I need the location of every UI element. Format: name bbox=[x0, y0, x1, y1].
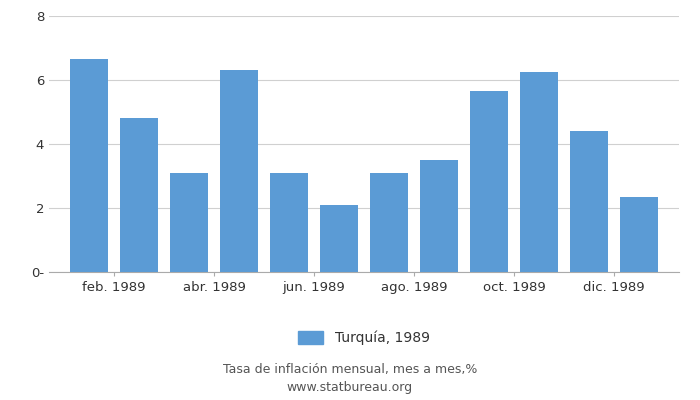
Bar bbox=[220, 70, 258, 272]
Bar bbox=[520, 72, 558, 272]
Legend: Turquía, 1989: Turquía, 1989 bbox=[293, 325, 435, 351]
Bar bbox=[120, 118, 158, 272]
Bar bbox=[420, 160, 458, 272]
Bar bbox=[570, 131, 608, 272]
Bar bbox=[370, 173, 407, 272]
Bar bbox=[170, 173, 208, 272]
Text: Tasa de inflación mensual, mes a mes,%: Tasa de inflación mensual, mes a mes,% bbox=[223, 364, 477, 376]
Bar bbox=[70, 59, 108, 272]
Bar bbox=[470, 91, 508, 272]
Text: www.statbureau.org: www.statbureau.org bbox=[287, 382, 413, 394]
Bar bbox=[270, 173, 308, 272]
Bar bbox=[321, 205, 358, 272]
Bar bbox=[620, 197, 658, 272]
